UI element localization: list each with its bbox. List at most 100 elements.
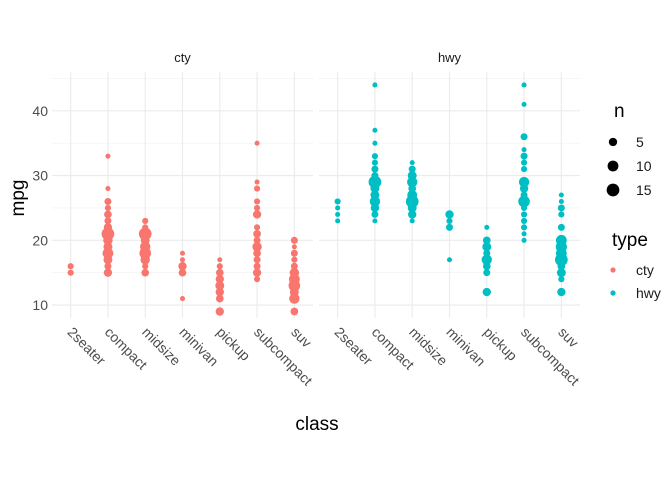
data-point xyxy=(290,236,298,244)
data-point xyxy=(518,195,530,208)
data-point xyxy=(520,191,528,199)
data-point xyxy=(105,153,111,159)
series-cty xyxy=(67,140,301,316)
data-point xyxy=(334,198,341,205)
data-point xyxy=(215,294,224,303)
data-point xyxy=(481,254,492,265)
x-tick-label: suv xyxy=(555,324,582,351)
data-point xyxy=(555,234,567,246)
data-point xyxy=(67,263,74,270)
x-tick-label: suv xyxy=(288,324,315,351)
facet-label-cty: cty xyxy=(174,50,191,65)
data-point xyxy=(483,269,491,277)
data-point xyxy=(254,140,260,146)
data-point xyxy=(407,190,418,200)
data-point xyxy=(215,268,224,277)
data-point xyxy=(407,176,418,188)
data-point xyxy=(409,218,415,224)
data-point xyxy=(253,256,261,264)
data-point xyxy=(483,249,491,257)
data-point xyxy=(335,218,341,224)
data-point xyxy=(521,147,527,153)
x-tick-label: minivan xyxy=(443,324,488,369)
data-point xyxy=(371,159,379,166)
data-point xyxy=(252,268,262,277)
type-legend-title: type xyxy=(612,230,648,251)
data-point xyxy=(520,159,528,166)
data-point xyxy=(178,262,187,271)
data-point xyxy=(520,166,528,173)
data-point xyxy=(482,242,492,252)
data-point xyxy=(215,281,225,291)
data-point xyxy=(371,210,379,218)
data-point xyxy=(518,176,530,188)
facet-panels xyxy=(52,72,580,318)
data-point xyxy=(215,307,224,316)
data-point xyxy=(140,241,151,252)
x-axis-title: class xyxy=(295,414,338,435)
data-point xyxy=(103,268,113,277)
data-point xyxy=(558,276,565,283)
data-point xyxy=(103,223,113,232)
data-point xyxy=(179,250,186,256)
data-point xyxy=(371,172,379,180)
data-point xyxy=(408,210,417,219)
data-point xyxy=(142,217,149,224)
data-point xyxy=(291,256,298,263)
data-point xyxy=(368,175,382,189)
data-point xyxy=(138,227,152,241)
x-tick-label: minivan xyxy=(176,324,221,369)
data-point xyxy=(253,229,261,238)
data-point xyxy=(446,257,453,263)
data-point xyxy=(253,185,261,192)
data-point xyxy=(104,204,112,212)
data-point xyxy=(409,160,415,166)
data-point xyxy=(290,262,298,270)
data-point xyxy=(369,196,381,207)
type-legend-key xyxy=(610,267,616,273)
data-point xyxy=(252,242,262,252)
data-point xyxy=(291,244,297,250)
data-point xyxy=(520,217,528,224)
data-point xyxy=(521,237,527,243)
data-points xyxy=(67,82,568,316)
y-tick-label: 40 xyxy=(32,103,48,119)
data-point xyxy=(142,263,149,270)
y-tick-label: 30 xyxy=(32,168,48,184)
data-point xyxy=(520,152,528,160)
x-tick-label: 2seater xyxy=(65,324,110,369)
data-point xyxy=(141,268,150,277)
data-point xyxy=(215,287,224,297)
size-legend-label: 10 xyxy=(636,158,652,174)
y-tick-label: 20 xyxy=(32,232,48,248)
data-point xyxy=(521,101,527,107)
data-point xyxy=(215,274,224,284)
data-point xyxy=(484,224,490,230)
data-point xyxy=(335,211,341,217)
data-point xyxy=(335,205,341,211)
facet-strips: cty hwy xyxy=(174,50,461,65)
data-point xyxy=(253,276,261,283)
data-point xyxy=(446,217,453,224)
data-point xyxy=(102,247,114,259)
data-point xyxy=(105,185,111,192)
data-point xyxy=(253,204,261,212)
y-axis-title: mpg xyxy=(8,180,29,217)
data-point xyxy=(104,262,112,270)
data-point xyxy=(289,293,300,304)
data-point xyxy=(289,267,300,278)
data-point xyxy=(557,287,566,297)
data-point xyxy=(372,140,378,146)
data-point xyxy=(252,210,262,219)
type-legend-key xyxy=(610,290,616,296)
data-point xyxy=(253,236,261,244)
data-point xyxy=(558,192,564,198)
data-point xyxy=(556,268,566,278)
data-point xyxy=(372,127,378,133)
data-point xyxy=(372,82,378,88)
data-point xyxy=(520,133,528,141)
type-legend-label: cty xyxy=(636,262,654,278)
data-point xyxy=(67,269,74,276)
data-point xyxy=(217,257,223,263)
